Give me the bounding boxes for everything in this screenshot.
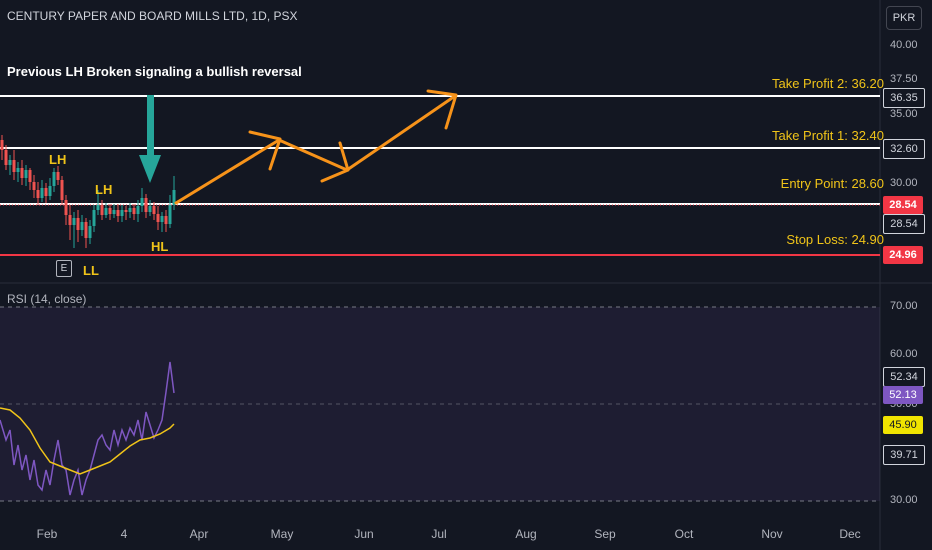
tp2-price-box: 36.35 xyxy=(883,88,925,108)
candle-body xyxy=(128,208,132,212)
candle-body xyxy=(88,226,92,238)
candle-body xyxy=(12,160,16,172)
candle-body xyxy=(100,205,104,215)
candle-body xyxy=(140,198,144,206)
candle-body xyxy=(52,172,56,186)
candle-body xyxy=(36,190,40,198)
candle-body xyxy=(168,205,172,224)
time-label-oct: Oct xyxy=(674,527,694,541)
stop-loss-label: Stop Loss: 24.90 xyxy=(786,232,884,247)
candle-body xyxy=(60,180,64,200)
candle-body xyxy=(80,222,84,230)
candle-body xyxy=(92,210,96,226)
candle-body xyxy=(96,205,100,210)
candle-body xyxy=(152,206,156,214)
candle-body xyxy=(28,170,32,182)
rsi-tick-60: 60.00 xyxy=(890,348,918,360)
projection-path[interactable] xyxy=(174,89,458,205)
time-label-aug: Aug xyxy=(515,527,537,541)
candle-body xyxy=(32,182,36,190)
price-tick-35: 35.00 xyxy=(890,108,918,120)
time-label-may: May xyxy=(270,527,294,541)
tp1-price-box: 32.60 xyxy=(883,139,925,159)
candle-body xyxy=(144,198,148,212)
candle-body xyxy=(164,216,168,224)
rsi-value-a-box: 52.34 xyxy=(883,367,925,387)
candle-body xyxy=(148,206,152,212)
candle-body xyxy=(112,210,116,214)
candle-body xyxy=(108,208,112,214)
time-label-feb: Feb xyxy=(36,527,58,541)
time-label-nov: Nov xyxy=(761,527,783,541)
entry-point-label: Entry Point: 28.60 xyxy=(780,176,884,191)
candle-body xyxy=(44,188,48,196)
candle-body xyxy=(16,168,20,172)
candle-body xyxy=(76,218,80,230)
last-price-box: 28.54 xyxy=(883,196,923,214)
candle-body xyxy=(64,200,68,215)
tag-hl: HL xyxy=(151,239,169,254)
rsi-value-b-box: 39.71 xyxy=(883,445,925,465)
annotation-headline[interactable]: Previous LH Broken signaling a bullish r… xyxy=(7,64,302,79)
candle-body xyxy=(104,208,108,215)
candle-body xyxy=(0,140,4,150)
candle-body xyxy=(72,218,76,225)
candle-body xyxy=(156,214,160,222)
price-tick-30: 30.00 xyxy=(890,177,918,189)
candle-body xyxy=(20,168,24,178)
candle-body xyxy=(68,215,72,225)
candle-body xyxy=(132,208,136,214)
candle-body xyxy=(24,170,28,178)
candle-body xyxy=(4,150,8,165)
tag-ll: LL xyxy=(83,263,99,278)
candlestick-series xyxy=(0,135,176,248)
rsi-tick-30: 30.00 xyxy=(890,494,918,506)
candle-body xyxy=(48,186,52,196)
time-label-jul: Jul xyxy=(431,527,447,541)
rsi-value-box: 52.13 xyxy=(883,386,923,404)
rsi-line xyxy=(0,361,175,496)
tag-lh-2: LH xyxy=(95,182,113,197)
rsi-indicator-title[interactable]: RSI (14, close) xyxy=(7,292,87,306)
earnings-badge[interactable]: E xyxy=(56,260,72,277)
candle-body xyxy=(8,160,12,165)
rsi-tick-70: 70.00 xyxy=(890,300,918,312)
candle-body xyxy=(172,190,176,205)
candle-body xyxy=(116,210,120,216)
time-label-4: 4 xyxy=(120,527,128,541)
candle-body xyxy=(40,188,44,198)
tag-lh-1: LH xyxy=(49,152,67,167)
entry-price-box: 28.54 xyxy=(883,214,925,234)
time-label-sep: Sep xyxy=(594,527,616,541)
candle-body xyxy=(136,206,140,214)
symbol-title[interactable]: CENTURY PAPER AND BOARD MILLS LTD, 1D, P… xyxy=(7,9,298,23)
price-tick-37-5: 37.50 xyxy=(890,73,918,85)
time-label-jun: Jun xyxy=(354,527,374,541)
rsi-ma-line xyxy=(0,407,175,475)
time-label-apr: Apr xyxy=(189,527,209,541)
candle-body xyxy=(160,216,164,222)
stop-price-box: 24.96 xyxy=(883,246,923,264)
currency-button[interactable]: PKR xyxy=(886,6,922,30)
candle-body xyxy=(120,210,124,216)
take-profit-2-label: Take Profit 2: 36.20 xyxy=(771,76,884,91)
signal-down-arrow[interactable] xyxy=(139,95,161,183)
take-profit-1-label: Take Profit 1: 32.40 xyxy=(771,128,884,143)
price-tick-40: 40.00 xyxy=(890,39,918,51)
candle-body xyxy=(84,222,88,238)
time-label-dec: Dec xyxy=(839,527,861,541)
rsi-ma-value-box: 45.90 xyxy=(883,416,923,434)
candle-body xyxy=(56,172,60,180)
candle-body xyxy=(124,210,128,212)
